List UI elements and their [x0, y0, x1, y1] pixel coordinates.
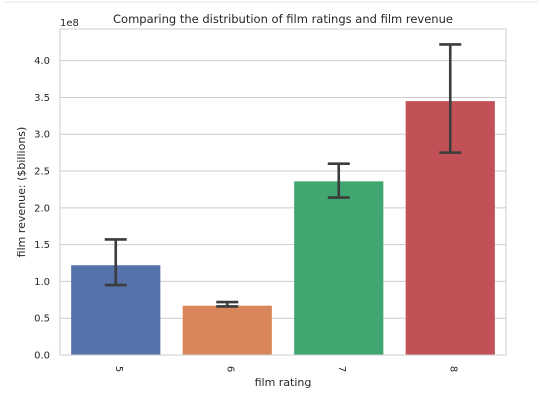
y-tick-label: 2.0 — [34, 203, 50, 214]
x-tick-label: 5 — [113, 366, 124, 372]
x-axis-label: film rating — [255, 376, 312, 389]
bar — [294, 181, 384, 355]
y-tick-label: 0.0 — [34, 351, 50, 362]
x-tick-label: 8 — [447, 366, 458, 372]
error-bars — [104, 43, 462, 308]
y-tick-label: 1.0 — [34, 277, 50, 288]
y-axis-label: film revenue: ($billions) — [15, 127, 28, 258]
chart-title: Comparing the distribution of film ratin… — [113, 12, 453, 26]
y-tick-label: 3.5 — [34, 93, 50, 104]
y-tick-label: 3.0 — [34, 130, 50, 141]
y-tick-label: 1.5 — [34, 240, 50, 251]
x-tick-label: 7 — [336, 366, 347, 372]
x-tick-labels: 5 6 7 8 — [113, 366, 459, 372]
bar — [182, 305, 272, 355]
y-offset-text: 1e8 — [60, 18, 79, 29]
y-tick-label: 2.5 — [34, 167, 50, 178]
bars — [71, 101, 495, 356]
x-tick-label: 6 — [224, 366, 235, 372]
plot-frame — [59, 28, 507, 356]
y-tick-label: 4.0 — [34, 56, 50, 67]
y-tick-labels: 0.0 0.5 1.0 1.5 2.0 2.5 3.0 3.5 4.0 — [34, 56, 50, 361]
y-tick-label: 0.5 — [34, 314, 50, 325]
